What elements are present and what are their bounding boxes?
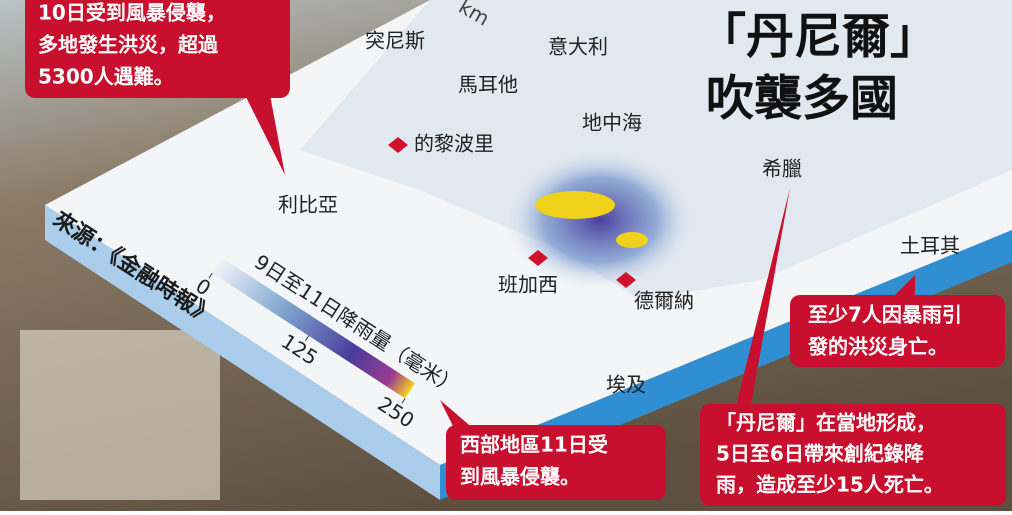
callout-pointer <box>890 275 915 300</box>
place-label: 班加西 <box>498 273 558 297</box>
callout-text: 到風暴侵襲。 <box>460 465 580 489</box>
place-label: 埃及 <box>606 373 646 397</box>
callouts: 10日受到風暴侵襲， 多地發生洪災，超過 5300人遇難。至少7人因暴雨引發的洪災身… <box>25 0 1006 506</box>
place-label: 利比亞 <box>278 193 338 217</box>
callout-text: 5300人遇難。 <box>38 65 174 89</box>
place-label: 地中海 <box>582 111 642 135</box>
callout-text: 發的洪災身亡。 <box>807 335 948 359</box>
color-bar <box>212 258 415 399</box>
callout-box <box>700 404 1006 506</box>
legend-tick <box>208 272 213 279</box>
place-label: 土耳其 <box>900 234 960 258</box>
place-label: 意大利 <box>548 35 608 59</box>
place-label: 馬耳他 <box>458 73 518 97</box>
city-marker <box>388 137 408 153</box>
legend-tick <box>401 398 406 404</box>
callout-text: 多地發生洪災，超過 <box>38 33 219 57</box>
callout-box <box>790 295 1005 367</box>
callout-text: 西部地區11日受 <box>460 433 608 457</box>
callout-box <box>446 425 666 500</box>
callout-text: 至少7人因暴雨引 <box>808 303 962 327</box>
rain-area <box>505 150 695 290</box>
sea <box>300 0 1012 300</box>
rain-peak <box>616 232 648 248</box>
callout-pointer <box>440 400 475 430</box>
city-marker <box>616 272 636 288</box>
callout-pointer <box>245 95 285 175</box>
title-line: 「丹尼爾」 <box>698 9 938 65</box>
callout-text: 10日受到風暴侵襲， <box>38 1 226 25</box>
title-line: 吹襲多國 <box>706 71 898 127</box>
rain-peak <box>535 191 615 219</box>
place-label: 突尼斯 <box>365 29 425 53</box>
place-label: 希臘 <box>762 157 802 181</box>
callout-box <box>25 0 290 98</box>
map-front-face <box>45 205 440 500</box>
city-marker <box>528 250 548 266</box>
callout-pointer <box>735 188 790 410</box>
legend-tick <box>304 335 310 342</box>
place-label: 的黎波里 <box>414 132 494 156</box>
callout-text: 雨，造成至少15人死亡。 <box>716 473 944 497</box>
callout-text: 5日至6日帶來創紀錄降 <box>716 442 925 466</box>
building <box>20 330 220 500</box>
place-label: 德爾納 <box>634 289 694 313</box>
callout-text: 「丹尼爾」在當地形成， <box>716 411 936 435</box>
